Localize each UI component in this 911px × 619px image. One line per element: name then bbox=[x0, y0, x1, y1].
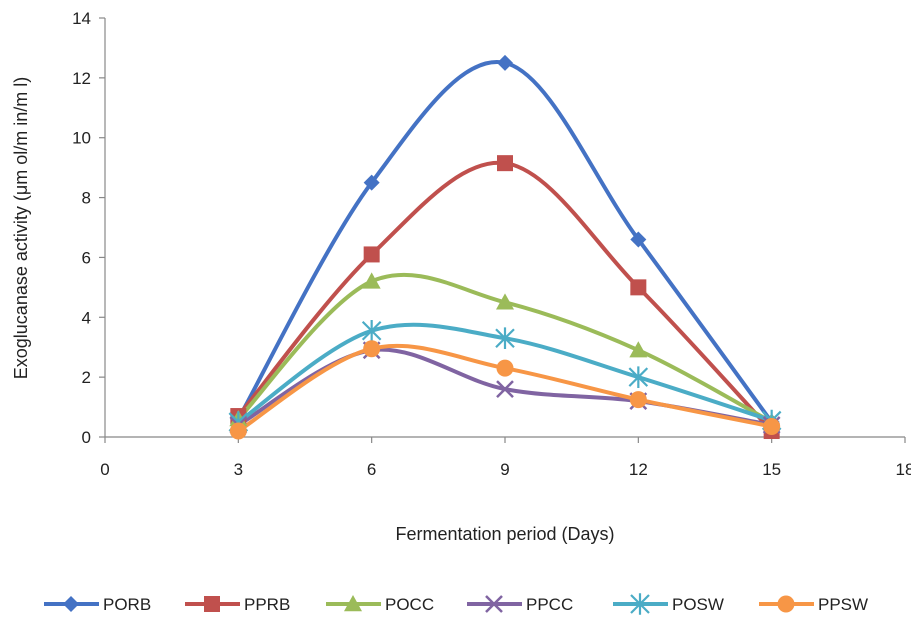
data-point-pprb bbox=[363, 246, 380, 263]
legend-item-porb: PORB bbox=[44, 595, 151, 614]
y-tick-label: 10 bbox=[72, 129, 91, 148]
data-point-ppsw bbox=[229, 422, 247, 440]
x-axis-title: Fermentation period (Days) bbox=[395, 524, 614, 544]
y-tick-label: 12 bbox=[72, 69, 91, 88]
x-tick-label: 3 bbox=[234, 460, 243, 479]
legend-item-ppsw: PPSW bbox=[759, 595, 868, 614]
legend-item-ppcc: PPCC bbox=[467, 595, 573, 614]
legend-label: PPCC bbox=[526, 595, 573, 614]
legend-marker-swatch bbox=[344, 595, 362, 612]
data-point-ppsw bbox=[629, 391, 647, 409]
legend-item-posw: POSW bbox=[613, 593, 724, 615]
x-tick-label: 9 bbox=[500, 460, 509, 479]
y-tick-label: 8 bbox=[82, 189, 91, 208]
legend-marker-swatch bbox=[630, 593, 650, 615]
data-point-posw bbox=[628, 366, 649, 388]
legend-marker-swatch bbox=[485, 595, 503, 613]
y-tick-label: 2 bbox=[82, 368, 91, 387]
legend-label: POCC bbox=[385, 595, 434, 614]
data-point-ppsw bbox=[363, 340, 381, 358]
legend-marker-swatch bbox=[63, 596, 79, 612]
data-point-pocc bbox=[629, 341, 648, 358]
data-point-porb bbox=[363, 174, 380, 191]
legend: PORB PPRB POCC PPCC POSW PPSW bbox=[44, 593, 868, 615]
series-line-pocc bbox=[236, 272, 774, 425]
data-point-pprb bbox=[497, 155, 513, 172]
legend-item-pocc: POCC bbox=[326, 595, 434, 614]
data-point-posw bbox=[361, 319, 382, 342]
data-point-posw bbox=[495, 327, 515, 350]
data-point-pocc bbox=[362, 272, 381, 289]
legend-marker-swatch bbox=[777, 595, 795, 613]
legend-label: PPSW bbox=[818, 595, 868, 614]
data-point-pocc bbox=[496, 293, 514, 310]
data-point-pprb bbox=[630, 279, 647, 296]
legend-label: POSW bbox=[672, 595, 724, 614]
legend-label: PPRB bbox=[244, 595, 290, 614]
x-tick-label: 12 bbox=[629, 460, 648, 479]
axes: 0 2 4 6 8 10 12 14 0 3 6 9 12 15 18 bbox=[72, 9, 911, 479]
data-point-ppsw bbox=[763, 418, 781, 436]
legend-item-pprb: PPRB bbox=[185, 595, 290, 614]
data-point-porb bbox=[497, 54, 513, 71]
y-axis-title: Exoglucanase activity (μm ol/m in/m l) bbox=[11, 77, 31, 379]
legend-marker-swatch bbox=[204, 596, 220, 612]
legend-label: PORB bbox=[103, 595, 151, 614]
y-tick-label: 14 bbox=[72, 9, 91, 28]
data-point-porb bbox=[630, 231, 647, 248]
data-point-ppcc bbox=[496, 380, 514, 398]
y-tick-label: 4 bbox=[82, 308, 91, 327]
x-tick-label: 15 bbox=[762, 460, 781, 479]
series-markers bbox=[228, 54, 782, 440]
x-tick-label: 0 bbox=[100, 460, 109, 479]
x-tick-label: 18 bbox=[896, 460, 911, 479]
x-tick-label: 6 bbox=[367, 460, 376, 479]
y-tick-label: 6 bbox=[82, 248, 91, 267]
data-point-ppsw bbox=[496, 359, 514, 377]
y-tick-label: 0 bbox=[82, 428, 91, 447]
